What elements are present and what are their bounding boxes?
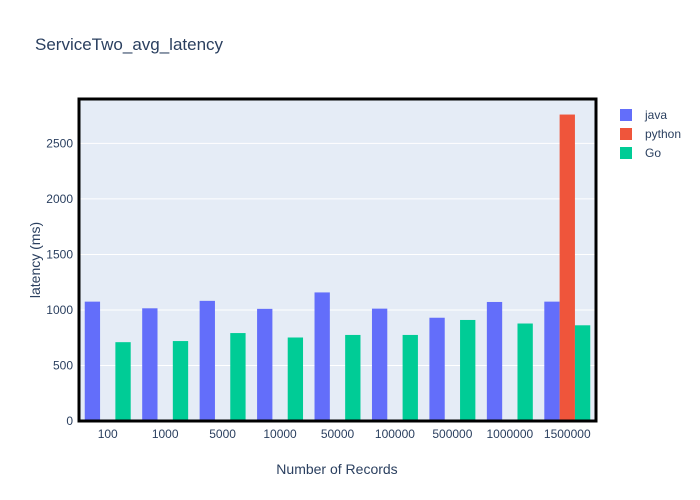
legend-swatch-python[interactable] xyxy=(620,128,632,140)
x-tick-label: 1000 xyxy=(152,427,179,441)
bar-java-5000[interactable] xyxy=(199,300,215,421)
bars xyxy=(84,114,591,421)
bar-java-100000[interactable] xyxy=(371,308,388,421)
bar-java-1500000[interactable] xyxy=(544,301,560,421)
bar-java-1000[interactable] xyxy=(142,308,158,421)
bar-java-50000[interactable] xyxy=(314,292,330,421)
y-axis-ticks: 0 500 1000 1500 2000 2500 xyxy=(46,136,73,428)
x-tick-label: 5000 xyxy=(209,427,236,441)
bar-java-100[interactable] xyxy=(84,301,101,421)
x-tick-label: 50000 xyxy=(321,427,355,441)
y-tick-label: 2000 xyxy=(46,192,73,206)
x-tick-label: 10000 xyxy=(263,427,297,441)
bar-go-5000[interactable] xyxy=(230,333,246,421)
bar-go-1000[interactable] xyxy=(172,341,189,421)
bar-go-1000000[interactable] xyxy=(517,323,533,421)
bar-go-500000[interactable] xyxy=(460,319,476,421)
bar-go-50000[interactable] xyxy=(345,334,361,421)
y-tick-label: 0 xyxy=(66,414,73,428)
bar-go-100[interactable] xyxy=(115,342,131,421)
x-tick-label: 100 xyxy=(98,427,118,441)
bar-java-10000[interactable] xyxy=(257,308,273,421)
y-tick-label: 1000 xyxy=(46,303,73,317)
chart-title: ServiceTwo_avg_latency xyxy=(35,35,224,54)
y-tick-label: 500 xyxy=(53,358,73,372)
plot-frame xyxy=(77,97,598,423)
legend-label-python[interactable]: python xyxy=(645,127,681,141)
x-tick-label: 100000 xyxy=(375,427,415,441)
x-axis-ticks: 100 1000 5000 10000 50000 100000 500000 1000000… xyxy=(98,427,591,441)
bar-go-1500000[interactable] xyxy=(574,325,591,421)
bar-java-500000[interactable] xyxy=(429,317,445,421)
legend-label-java[interactable]: java xyxy=(644,108,667,122)
y-tick-label: 1500 xyxy=(46,247,73,261)
legend-swatch-go[interactable] xyxy=(620,147,632,159)
bar-python-1500000[interactable] xyxy=(559,114,575,421)
legend[interactable]: java python Go xyxy=(620,108,681,160)
plot-area xyxy=(79,99,596,421)
bar-go-100000[interactable] xyxy=(402,334,418,421)
y-tick-label: 2500 xyxy=(46,136,73,150)
legend-label-go[interactable]: Go xyxy=(645,146,661,160)
bar-go-10000[interactable] xyxy=(287,337,304,421)
bar-java-1000000[interactable] xyxy=(486,301,503,421)
x-axis-title: Number of Records xyxy=(276,461,397,477)
y-axis-title: latency (ms) xyxy=(27,222,43,298)
legend-swatch-java[interactable] xyxy=(620,109,632,121)
x-tick-label: 500000 xyxy=(432,427,472,441)
x-tick-label: 1500000 xyxy=(544,427,591,441)
x-tick-label: 1000000 xyxy=(486,427,533,441)
